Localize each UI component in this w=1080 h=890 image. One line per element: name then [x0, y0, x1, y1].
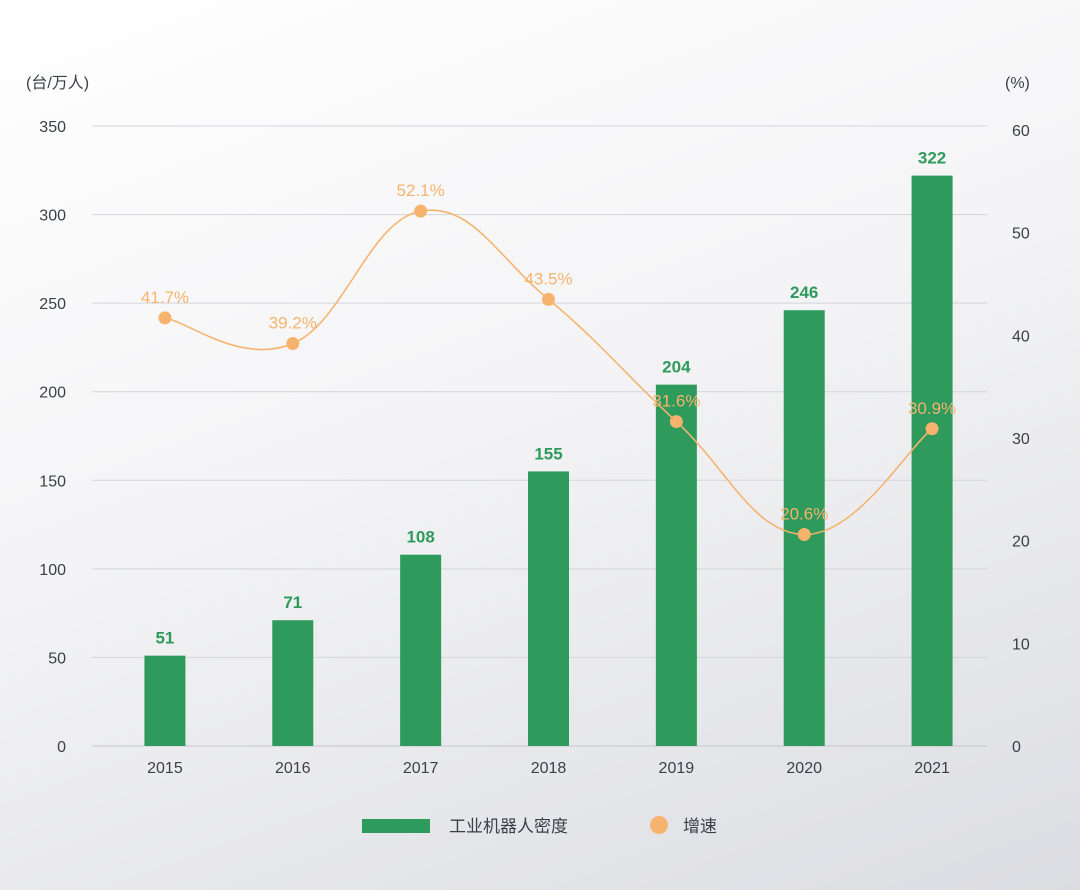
x-tick-label: 2020	[786, 760, 822, 777]
bar-2021	[911, 175, 953, 747]
growth-point-2016	[286, 337, 300, 351]
legend-bar-swatch	[362, 819, 430, 833]
growth-point-2020	[797, 528, 811, 542]
right-tick-label: 30	[1012, 431, 1030, 448]
right-tick-label: 0	[1012, 739, 1021, 756]
left-tick-label: 50	[48, 650, 66, 667]
legend-bar-label: 工业机器人密度	[449, 817, 568, 836]
x-tick-label: 2021	[914, 760, 950, 777]
bar-2016	[272, 620, 314, 746]
bar-label: 71	[283, 593, 302, 612]
bar-label: 246	[790, 283, 818, 302]
x-tick-label: 2017	[403, 760, 439, 777]
right-tick-label: 50	[1012, 226, 1030, 243]
bar-2017	[400, 554, 442, 746]
right-tick-label: 10	[1012, 636, 1030, 653]
left-axis-unit: (台/万人)	[26, 74, 89, 92]
growth-line	[158, 204, 939, 542]
legend: 工业机器人密度 增速	[362, 816, 717, 836]
bar-2015	[144, 655, 186, 746]
bar-label: 204	[662, 358, 691, 377]
bar-2018	[528, 471, 569, 746]
bar-label: 108	[406, 528, 434, 547]
left-tick-label: 0	[57, 739, 66, 756]
right-tick-label: 60	[1012, 123, 1030, 140]
growth-label: 39.2%	[269, 314, 317, 333]
bar-label: 322	[918, 149, 946, 168]
bar-2019	[655, 384, 697, 746]
x-tick-label: 2016	[275, 760, 311, 777]
bar-label: 155	[534, 444, 562, 463]
legend-line-swatch	[650, 816, 668, 834]
growth-point-2017	[414, 204, 428, 218]
growth-point-2015	[158, 311, 172, 325]
left-tick-label: 100	[39, 562, 66, 579]
x-tick-label: 2019	[659, 760, 695, 777]
left-tick-label: 150	[39, 473, 66, 490]
x-tick-label: 2015	[147, 760, 183, 777]
growth-point-2019	[669, 415, 683, 429]
growth-label: 43.5%	[524, 269, 572, 288]
growth-point-2018	[542, 292, 555, 306]
bar-label: 51	[155, 629, 174, 648]
growth-label: 30.9%	[908, 399, 956, 418]
left-tick-label: 350	[39, 119, 66, 136]
right-axis-unit: (%)	[1005, 75, 1030, 92]
growth-label: 41.7%	[141, 288, 189, 307]
growth-point-2021	[925, 422, 939, 436]
right-tick-label: 20	[1012, 534, 1030, 551]
x-tick-label: 2018	[531, 760, 567, 777]
labels: 0 50 100 150 200 250 300 350 0 10 20 30 40 50 60 2015 20…	[39, 119, 1030, 777]
legend-line-label: 增速	[683, 817, 717, 836]
growth-label: 20.6%	[780, 505, 828, 524]
right-tick-label: 40	[1012, 328, 1030, 345]
left-tick-label: 300	[39, 208, 66, 225]
growth-label: 31.6%	[652, 392, 700, 411]
growth-label: 52.1%	[397, 181, 445, 200]
left-tick-label: 200	[39, 385, 66, 402]
left-tick-label: 250	[39, 296, 66, 313]
